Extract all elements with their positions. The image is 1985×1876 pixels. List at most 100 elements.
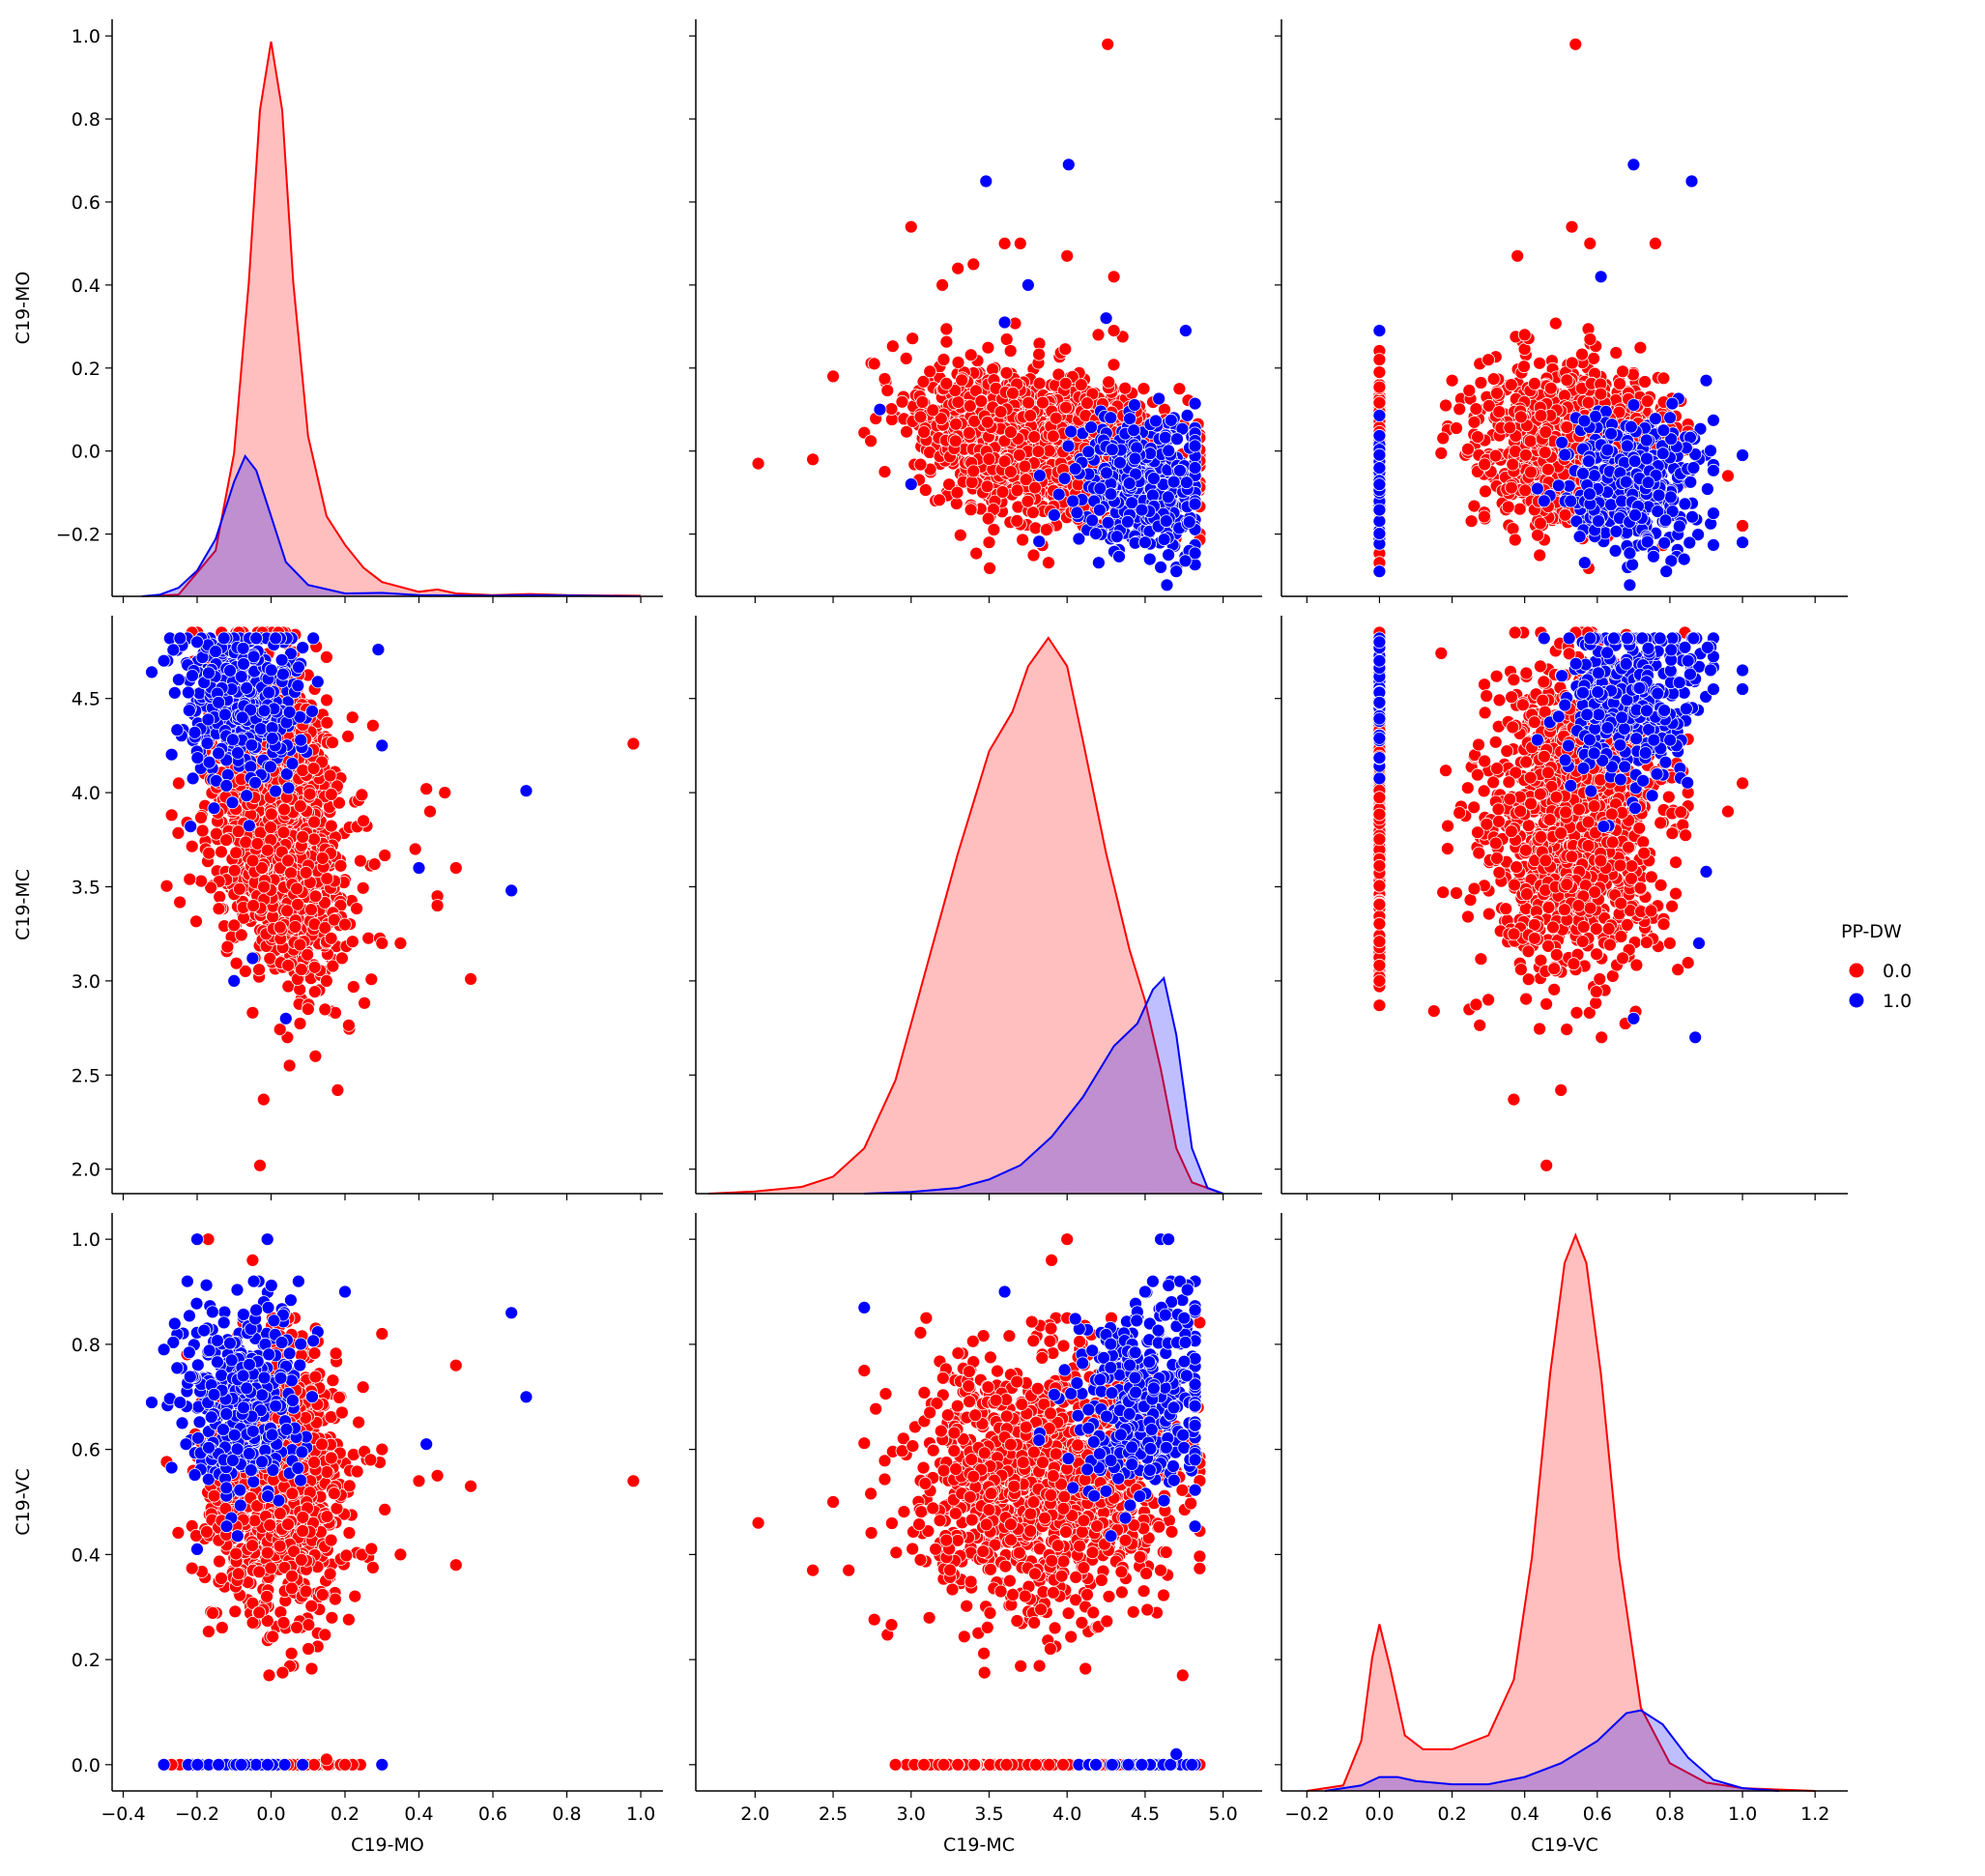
scatter-point-0.0 [1032,347,1046,361]
scatter-point-0.0 [1512,502,1527,516]
scatter-point-0.0 [1478,509,1491,524]
scatter-point-0.0 [1478,457,1492,472]
scatter-point-1.0 [1736,448,1749,462]
scatter-point-0.0 [966,257,981,272]
scatter-point-0.0 [232,881,246,896]
scatter-point-1.0 [1164,413,1178,427]
scatter-point-0.0 [1049,411,1063,425]
scatter-point-1.0 [1609,524,1624,538]
scatter-point-0.0 [1445,373,1459,388]
scatter-point-1.0 [1032,534,1047,549]
scatter-point-1.0 [1665,396,1680,411]
scatter-point-0.0 [1560,420,1574,434]
scatter-point-0.0 [378,849,392,862]
scatter-point-0.0 [993,405,1008,419]
scatter-point-1.0 [1592,514,1605,528]
scatter-point-0.0 [933,493,946,507]
scatter-point-0.0 [1372,365,1387,380]
scatter-point-0.0 [1560,373,1574,388]
scatter-point-0.0 [1505,480,1518,495]
scatter-point-0.0 [963,399,977,414]
scatter-point-1.0 [1658,513,1673,528]
scatter-point-0.0 [1004,425,1018,439]
scatter-point-0.0 [1638,375,1652,389]
scatter-point-0.0 [320,872,334,885]
scatter-point-1.0 [1169,564,1184,579]
scatter-point-0.0 [1531,528,1544,542]
scatter-point-0.0 [939,322,954,336]
scatter-point-0.0 [1510,248,1525,263]
y-tick-label: 0.6 [72,192,101,214]
scatter-point-0.0 [324,819,338,833]
scatter-point-0.0 [1434,446,1449,460]
scatter-point-1.0 [1583,487,1597,502]
scatter-point-1.0 [1180,476,1194,490]
scatter-point-1.0 [1085,513,1100,528]
scatter-point-0.0 [1026,505,1040,520]
scatter-point-1.0 [1683,475,1698,489]
scatter-point-1.0 [1647,549,1660,563]
scatter-point-0.0 [273,1023,287,1036]
scatter-point-0.0 [1501,500,1515,514]
scatter-point-1.0 [1104,487,1118,502]
scatter-point-0.0 [323,768,337,783]
scatter-point-1.0 [1652,488,1666,503]
scatter-point-0.0 [899,351,913,365]
scatter-point-0.0 [806,452,820,467]
scatter-point-0.0 [982,535,996,550]
scatter-point-0.0 [1543,381,1558,395]
scatter-point-0.0 [1474,376,1488,390]
scatter-point-0.0 [1721,469,1735,483]
scatter-point-0.0 [918,483,933,497]
scatter-point-1.0 [1628,508,1642,522]
scatter-point-0.0 [948,434,963,448]
scatter-point-0.0 [1436,431,1451,446]
scatter-point-1.0 [904,477,918,491]
scatter-point-0.0 [1581,395,1596,410]
scatter-point-0.0 [1488,448,1503,463]
scatter-point-1.0 [1576,466,1590,480]
scatter-point-1.0 [1577,414,1592,428]
scatter-point-1.0 [1180,408,1194,422]
scatter-point-0.0 [1039,523,1053,536]
scatter-point-1.0 [1123,412,1136,426]
scatter-point-0.0 [194,811,208,824]
scatter-point-0.0 [963,426,976,440]
scatter-point-0.0 [1565,356,1579,370]
scatter-point-1.0 [1188,497,1202,511]
scatter-point-0.0 [1533,356,1546,370]
scatter-point-1.0 [873,402,887,417]
scatter-point-1.0 [1372,527,1387,540]
scatter-point-1.0 [1656,423,1671,438]
scatter-point-0.0 [1107,324,1121,338]
scatter-point-1.0 [1604,426,1618,441]
scatter-point-0.0 [252,963,267,977]
scatter-point-0.0 [195,823,210,838]
scatter-point-1.0 [1582,454,1596,469]
scatter-point-0.0 [1058,342,1073,357]
scatter-point-1.0 [1639,433,1654,447]
scatter-point-1.0 [1188,396,1202,411]
scatter-point-0.0 [926,403,940,418]
scatter-point-1.0 [1089,527,1103,540]
scatter-point-0.0 [999,365,1014,380]
scatter-point-1.0 [1127,423,1141,438]
scatter-point-0.0 [951,356,965,369]
scatter-point-0.0 [884,402,899,417]
scatter-point-1.0 [1061,439,1076,453]
scatter-point-1.0 [1649,412,1662,426]
scatter-point-1.0 [1170,432,1184,447]
scatter-point-0.0 [1010,514,1024,528]
scatter-point-0.0 [353,853,367,868]
scatter-point-1.0 [1663,411,1677,425]
scatter-point-0.0 [1372,353,1387,366]
pairplot-panels: −0.20.00.20.40.60.81.0C19-MO2.02.53.03.5… [13,19,1848,1856]
scatter-point-0.0 [1469,402,1483,417]
scatter-point-0.0 [318,1002,332,1017]
scatter-point-1.0 [1707,506,1720,520]
scatter-point-0.0 [1172,382,1187,396]
scatter-point-0.0 [987,523,1001,536]
scatter-point-1.0 [1128,451,1142,466]
scatter-point-1.0 [1092,556,1106,570]
scatter-point-1.0 [1113,455,1127,470]
